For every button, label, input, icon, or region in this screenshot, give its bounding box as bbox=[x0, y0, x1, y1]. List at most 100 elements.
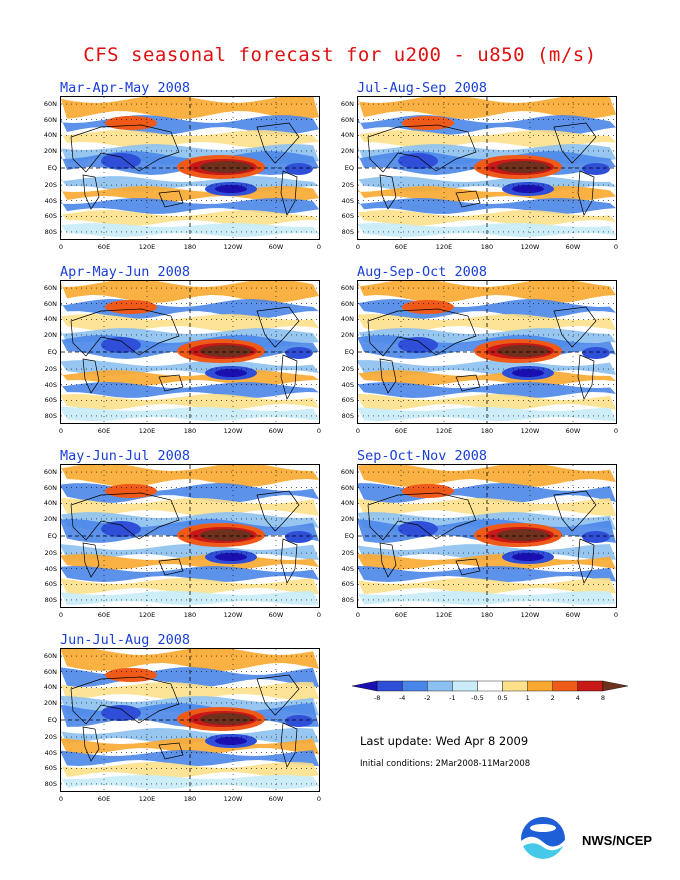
lat-tick-label: 60S bbox=[44, 580, 57, 589]
coastline bbox=[379, 542, 397, 578]
anomaly-blob bbox=[285, 531, 313, 543]
anomaly-band bbox=[358, 483, 616, 503]
anomaly-band bbox=[61, 130, 319, 148]
lat-tick-label: 80S bbox=[341, 595, 354, 604]
lon-tick-label: 120W bbox=[223, 243, 243, 251]
lon-tick-label: 120W bbox=[223, 795, 243, 803]
colorbar-label: -8 bbox=[374, 694, 380, 702]
anomaly-blob bbox=[101, 337, 141, 353]
lon-tick-label: 0 bbox=[58, 611, 64, 619]
anomaly-band bbox=[61, 682, 319, 700]
initial-conditions-text: Initial conditions: 2Mar2008-11Mar2008 bbox=[360, 759, 531, 769]
lat-tick-label: 60S bbox=[341, 212, 354, 221]
coastline bbox=[553, 490, 597, 532]
lat-tick-label: EQ bbox=[344, 532, 354, 540]
coastline bbox=[280, 722, 298, 768]
lon-tick-label: 120W bbox=[520, 427, 540, 435]
lon-tick-label: 60W bbox=[565, 611, 581, 619]
panel-title: Aug-Sep-Oct 2008 bbox=[357, 264, 488, 280]
lon-tick-label: 180 bbox=[480, 611, 494, 619]
colorbar-label: 8 bbox=[601, 694, 605, 702]
coastline bbox=[256, 490, 300, 532]
lat-tick-label: 20S bbox=[341, 549, 354, 558]
lon-tick-label: 0 bbox=[355, 611, 361, 619]
lon-tick-label: 120W bbox=[223, 427, 243, 435]
anomaly-band bbox=[358, 223, 616, 237]
lat-tick-label: 60N bbox=[340, 468, 354, 477]
coastline bbox=[82, 726, 100, 762]
coastline bbox=[455, 190, 481, 208]
coastline bbox=[577, 170, 595, 216]
colorbar-label: -4 bbox=[399, 694, 405, 702]
anomaly-blob bbox=[105, 116, 157, 130]
lat-tick-label: EQ bbox=[344, 348, 354, 356]
colorbar-label: 2 bbox=[551, 694, 555, 702]
lon-tick-label: 120E bbox=[435, 611, 453, 619]
lon-tick-label: 0 bbox=[58, 427, 64, 435]
coastline bbox=[82, 358, 100, 394]
lon-tick-label: 180 bbox=[183, 243, 197, 251]
coastline bbox=[367, 308, 477, 357]
lon-tick-label: 120E bbox=[435, 243, 453, 251]
lat-tick-label: 20N bbox=[43, 146, 57, 155]
lat-tick-label: 60N bbox=[340, 284, 354, 293]
lat-tick-label: 60N bbox=[43, 652, 57, 661]
coastline bbox=[158, 190, 184, 208]
anomaly-blob bbox=[512, 369, 544, 377]
lon-tick-label: 0 bbox=[316, 611, 322, 619]
lon-tick-label: 60E bbox=[97, 427, 111, 435]
lon-tick-label: 180 bbox=[183, 427, 197, 435]
lon-tick-label: 60E bbox=[394, 611, 408, 619]
anomaly-blob bbox=[101, 521, 141, 537]
coastline bbox=[70, 492, 180, 541]
lat-tick-label: 60S bbox=[341, 396, 354, 405]
lat-tick-label: 40N bbox=[43, 315, 57, 324]
anomaly-blob bbox=[200, 161, 252, 173]
lat-tick-label: 60N bbox=[43, 468, 57, 477]
colorbar-swatch bbox=[351, 680, 378, 692]
colorbar-label: 1 bbox=[526, 694, 530, 702]
colorbar-swatch bbox=[401, 680, 428, 692]
lat-tick-label: 40N bbox=[340, 499, 354, 508]
colorbar-swatch bbox=[427, 680, 453, 692]
anomaly-blob bbox=[497, 161, 549, 173]
lat-tick-label: 40S bbox=[44, 748, 57, 757]
lon-tick-label: 0 bbox=[355, 427, 361, 435]
coastline bbox=[455, 374, 481, 392]
anomaly-blob bbox=[200, 345, 252, 357]
lat-tick-label: 20N bbox=[43, 514, 57, 523]
lat-tick-label: 80S bbox=[44, 779, 57, 788]
anomaly-blob bbox=[285, 163, 313, 175]
lon-tick-label: 60W bbox=[268, 795, 284, 803]
anomaly-band bbox=[61, 483, 319, 503]
coastline bbox=[455, 558, 481, 576]
coastline bbox=[379, 174, 397, 210]
lon-tick-label: 60E bbox=[97, 795, 111, 803]
coastline bbox=[256, 306, 300, 348]
anomaly-blob bbox=[512, 185, 544, 193]
anomaly-blob bbox=[582, 531, 610, 543]
coastline bbox=[280, 170, 298, 216]
colorbar-swatch bbox=[602, 680, 629, 692]
coastline bbox=[577, 354, 595, 400]
panel-title: Apr-May-Jun 2008 bbox=[60, 264, 191, 280]
coastline bbox=[82, 542, 100, 578]
lat-tick-label: 60N bbox=[43, 299, 57, 308]
lat-tick-label: 20S bbox=[44, 365, 57, 374]
lat-tick-label: 40S bbox=[341, 380, 354, 389]
lon-tick-label: 0 bbox=[58, 243, 64, 251]
panel-title: Sep-Oct-Nov 2008 bbox=[357, 448, 488, 464]
colorbar-label: -0.5 bbox=[471, 694, 484, 702]
anomaly-blob bbox=[215, 553, 247, 561]
lon-tick-label: 60W bbox=[268, 611, 284, 619]
colorbar-swatch bbox=[577, 680, 604, 692]
anomaly-blob bbox=[215, 185, 247, 193]
last-update-text: Last update: Wed Apr 8 2009 bbox=[360, 734, 529, 748]
lon-tick-label: 120W bbox=[223, 611, 243, 619]
lon-tick-label: 60E bbox=[97, 243, 111, 251]
lat-tick-label: 40S bbox=[341, 196, 354, 205]
panel-title: May-Jun-Jul 2008 bbox=[60, 448, 191, 464]
coastline bbox=[379, 358, 397, 394]
lat-tick-label: 20S bbox=[44, 549, 57, 558]
anomaly-band bbox=[358, 566, 616, 582]
